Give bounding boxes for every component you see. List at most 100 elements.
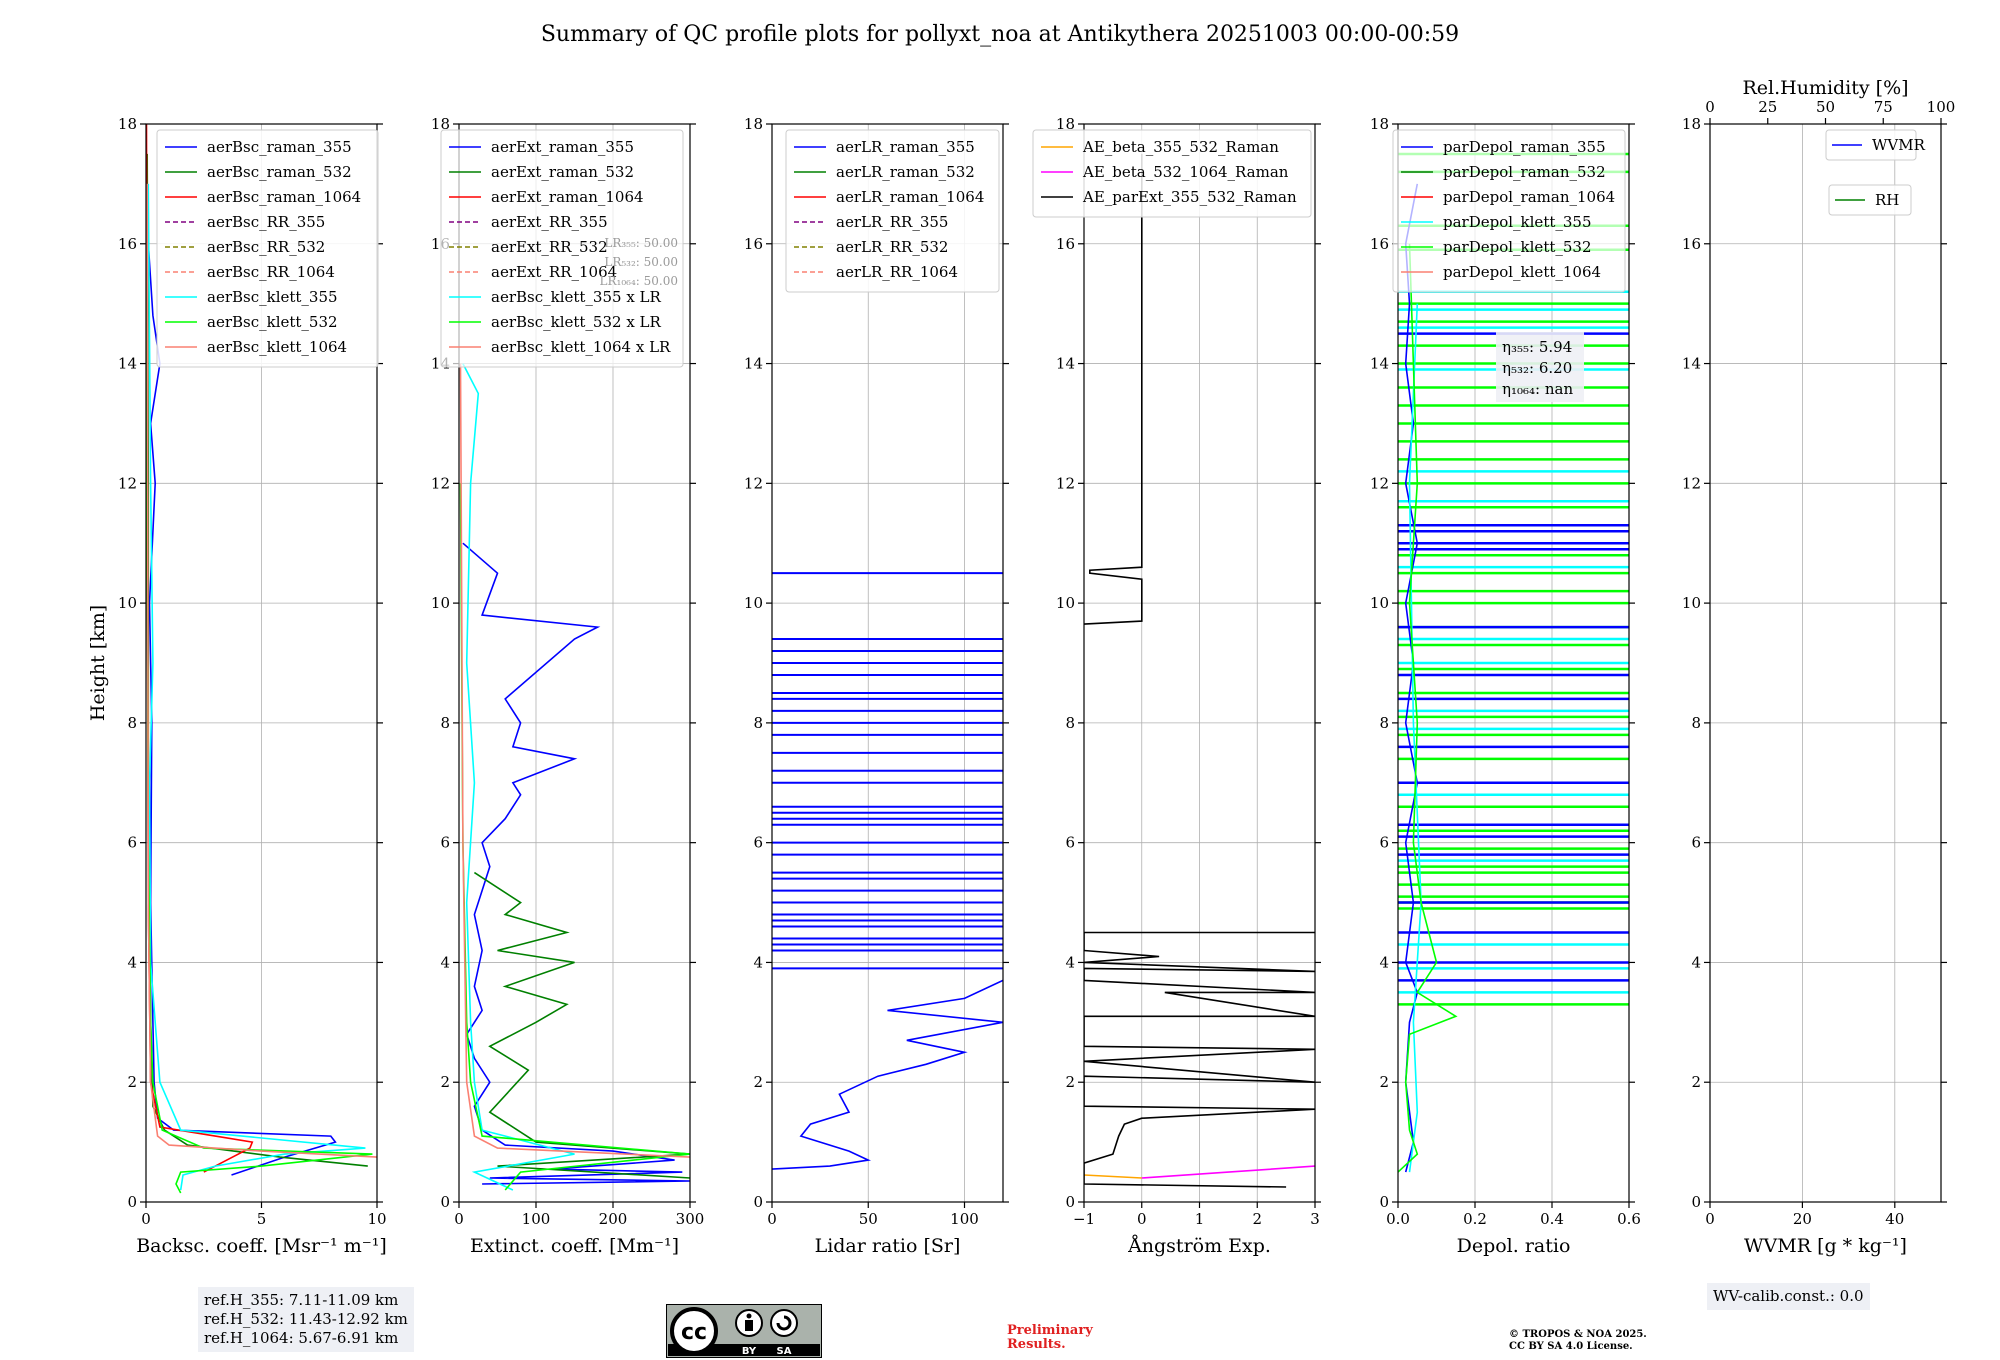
panel-1: 0 2 4 6 8 10 12 14 16 18 0 5 10 Backsc. coeff. [Msr⁻¹… [118,115,387,1257]
data-layer [1084,153,1315,1188]
legend-panel-6: WVMR RH [1825,129,1926,216]
y-tick-label: 6 [1691,834,1701,852]
x-tick-label: 0.0 [1386,1210,1410,1228]
legend-label: aerBsc_klett_355 x LR [491,288,662,306]
y-tick-label: 0 [440,1193,450,1211]
x-tick-label: 2 [1252,1210,1262,1228]
series-aerExt_raman_532 [473,871,690,1179]
y-tick-label: 10 [744,594,763,612]
legend-label: aerLR_raman_1064 [836,188,984,206]
plot-frame [1709,123,1942,1203]
copyright-notice: © TROPOS & NOA 2025. CC BY SA 4.0 Licens… [1509,1329,1647,1353]
series-parDepol_raman_355 [1404,183,1419,1173]
x-tick-label: 40 [1885,1210,1904,1228]
y-tick-label: 6 [753,834,763,852]
panel-5: 0 2 4 6 8 10 12 14 16 18 0.0 0.2 0.4 0.6 Depol. ratio [1370,115,1641,1257]
y-tick-label: 4 [753,953,763,971]
y-tick-label: 8 [753,714,763,732]
y-tick-label: 16 [1682,235,1701,253]
legend-label: aerBsc_klett_532 x LR [491,313,662,331]
legend-label: aerExt_raman_1064 [491,188,644,206]
legend-box [1032,129,1312,218]
legend-box [156,129,379,368]
y-tick-label: 4 [1691,953,1701,971]
data-layer [772,572,1003,1170]
x2-tick-label: 25 [1758,98,1777,116]
x-axis-label: Lidar ratio [Sr] [815,1235,961,1257]
legend-box [785,129,1000,293]
x2-tick-label: 0 [1705,98,1715,116]
copyright-line2: CC BY SA 4.0 License. [1509,1341,1633,1352]
series-aerBsc_klett_532-x-LR [459,483,690,1191]
legend-label: aerBsc_RR_355 [207,213,325,231]
y-tick-label: 18 [1056,115,1075,133]
x-axis-label: Extinct. coeff. [Mm⁻¹] [470,1235,679,1257]
lr-label: LR₅₃₂: 50.00 [604,255,678,269]
y-tick-label: 8 [1379,714,1389,732]
x-axis-label: WVMR [g * kg⁻¹] [1744,1235,1907,1257]
ref-height-355: ref.H_355: 7.11-11.09 km [204,1291,399,1309]
eta-label: η₁₀₆₄: nan [1502,380,1573,398]
legend-label: parDepol_raman_355 [1443,138,1606,156]
ref-height-box: ref.H_355: 7.11-11.09 km ref.H_532: 11.4… [198,1287,414,1352]
lr-label: LR₁₀₆₄: 50.00 [600,274,678,288]
y-tick-label: 14 [118,355,137,373]
y-tick-label: 10 [1682,594,1701,612]
legend-label: aerLR_raman_532 [836,163,975,181]
cc-icon: cc [681,1320,707,1345]
series-aerBsc_klett_355 [147,183,366,1191]
legend-box [1392,129,1626,293]
series-AE_parExt_355_532_Raman-upper [1084,153,1143,625]
y-tick-label: 12 [431,474,450,492]
x-tick-label: 0.2 [1463,1210,1487,1228]
y-tick-label: 2 [440,1073,450,1091]
legend-panel-1: aerBsc_raman_355 aerBsc_raman_532 aerBsc_r… [156,129,379,368]
y-tick-label: 6 [1379,834,1389,852]
y-tick-label: 0 [127,1193,137,1211]
legend-label: AE_beta_532_1064_Raman [1082,163,1289,181]
eta-label: η₅₃₂: 6.20 [1502,359,1572,377]
x-tick-label: 10 [367,1210,386,1228]
series-AE_beta_532_1064_Raman [1141,1165,1315,1179]
x-tick-label: 50 [859,1210,878,1228]
cc-license-badge: cc BY SA [666,1304,822,1358]
eta-label: η₃₅₅: 5.94 [1502,338,1572,356]
x-tick-label: 0 [767,1210,777,1228]
x-tick-label: 20 [1793,1210,1812,1228]
x-tick-label: 300 [676,1210,705,1228]
legend-label: aerBsc_RR_1064 [207,263,335,281]
data-layer [1398,152,1629,1173]
x2-tick-label: 75 [1874,98,1893,116]
data-layer [146,124,377,1194]
x-tick-label: −1 [1073,1210,1095,1228]
x-axis-label: Depol. ratio [1457,1235,1571,1257]
series-aerLR_raman_355 [772,979,1003,1170]
y-tick-label: 10 [1056,594,1075,612]
legend-label: parDepol_klett_532 [1443,238,1592,256]
y-axis-label: Height [km] [87,605,109,721]
y-tick-label: 8 [1065,714,1075,732]
y-tick-label: 4 [1379,953,1389,971]
series-aerExt_raman_355 [462,542,690,1185]
y-tick-label: 0 [1691,1193,1701,1211]
lr-label: LR₃₅₅: 50.00 [604,236,678,250]
y-tick-label: 18 [118,115,137,133]
cc-by-label: BY [742,1346,757,1357]
preliminary-line1: Preliminary [1007,1323,1093,1338]
copyright-line1: © TROPOS & NOA 2025. [1509,1329,1647,1340]
y-tick-label: 16 [1056,235,1075,253]
y-tick-label: 2 [127,1073,137,1091]
legend-label: WVMR [1872,136,1926,154]
x-axis-label: Ångström Exp. [1127,1235,1271,1257]
series-aerBsc_klett_1064 [146,183,377,1158]
y-tick-label: 18 [431,115,450,133]
plot-frame [145,123,378,1203]
x-tick-label: 200 [599,1210,628,1228]
legend-panel-5: parDepol_raman_355 parDepol_raman_532 parD… [1392,129,1626,293]
legend-label: aerBsc_RR_532 [207,238,325,256]
x-tick-label: 100 [950,1210,979,1228]
y-tick-label: 14 [1682,355,1701,373]
cc-sa-label: SA [777,1346,792,1357]
x-tick-label: 5 [257,1210,267,1228]
